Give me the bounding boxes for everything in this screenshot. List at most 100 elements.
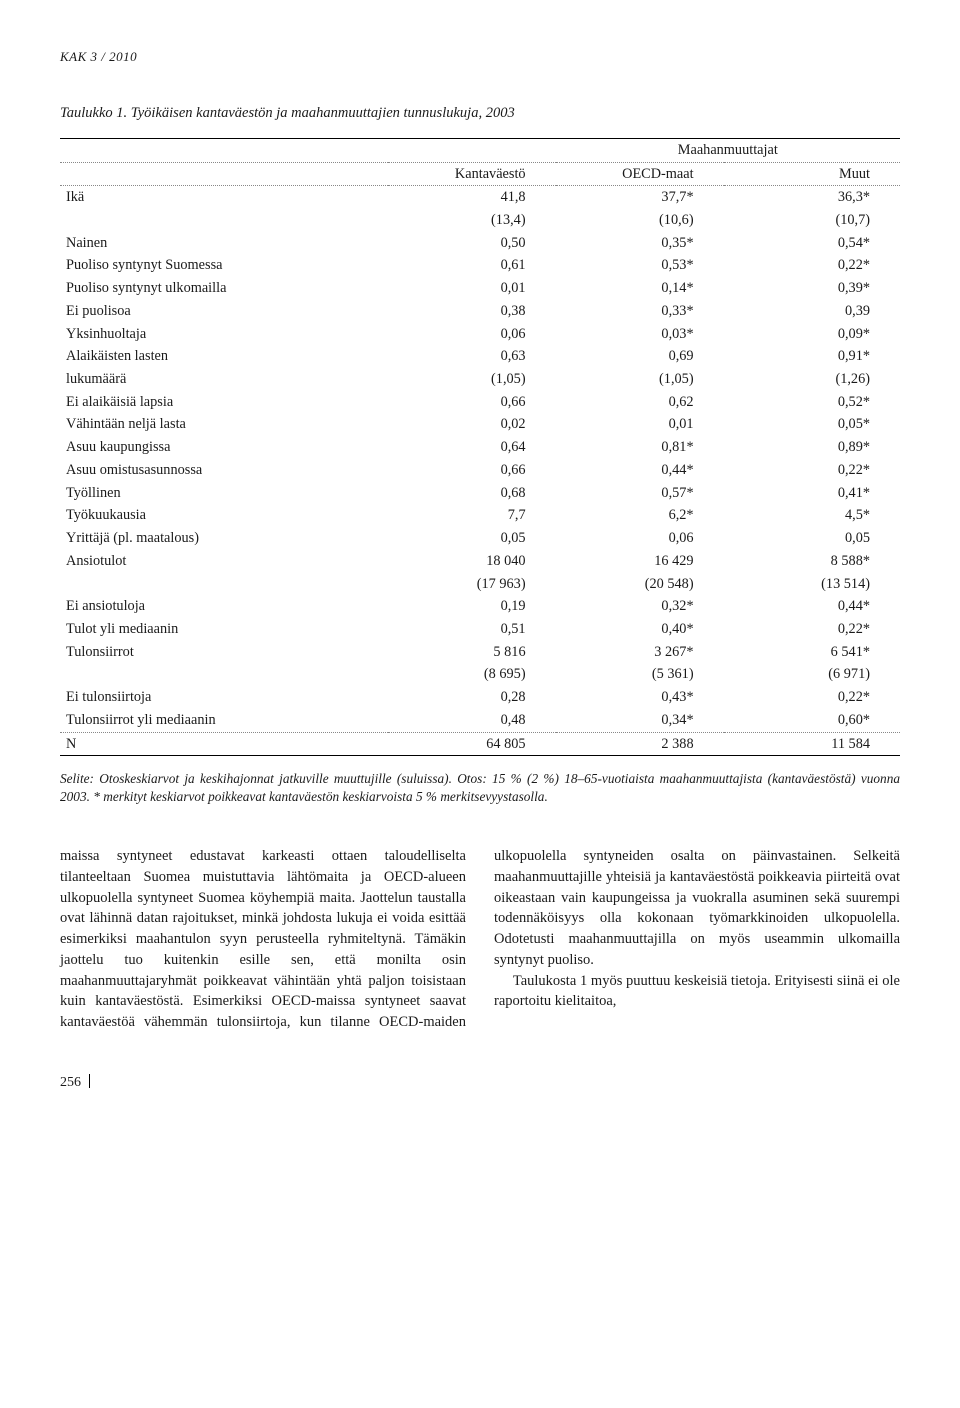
table-cell: Asuu omistusasunnossa [60,459,388,482]
data-table: Maahanmuuttajat Kantaväestö OECD-maat Mu… [60,138,900,756]
table-cell: (8 695) [388,663,556,686]
table-cell: 0,06 [556,527,724,550]
table-cell: Tulonsiirrot yli mediaanin [60,709,388,732]
table-cell: 0,62 [556,391,724,414]
table-cell: 0,48 [388,709,556,732]
table-cell: Ikä [60,186,388,209]
table-cell: 0,43* [556,686,724,709]
table-cell: Tulot yli mediaanin [60,618,388,641]
table-cell: 0,38 [388,300,556,323]
table-cell: Puoliso syntynyt ulkomailla [60,277,388,300]
table-cell: Työkuukausia [60,504,388,527]
table-cell: 0,33* [556,300,724,323]
table-cell: 7,7 [388,504,556,527]
table-cell: 18 040 [388,550,556,573]
table-cell: Työllinen [60,482,388,505]
table-cell: 2 388 [556,732,724,756]
table-cell: 0,64 [388,436,556,459]
table-cell: 0,44* [556,459,724,482]
table-cell: Tulonsiirrot [60,641,388,664]
table-col-header: OECD-maat [556,162,724,186]
table-cell: 0,39 [724,300,900,323]
table-cell: 6 541* [724,641,900,664]
table-col-header [60,162,388,186]
table-cell: 6,2* [556,504,724,527]
table-cell: Ansiotulot [60,550,388,573]
table-cell: 0,68 [388,482,556,505]
table-cell: 11 584 [724,732,900,756]
table-cell: 0,22* [724,459,900,482]
table-cell: 0,22* [724,618,900,641]
table-cell: (1,05) [388,368,556,391]
table-title: Taulukko 1. Työikäisen kantaväestön ja m… [60,103,900,124]
table-cell: Ei ansiotuloja [60,595,388,618]
table-cell: 0,34* [556,709,724,732]
table-cell [60,573,388,596]
table-cell: (1,05) [556,368,724,391]
table-cell: 0,39* [724,277,900,300]
table-cell: N [60,732,388,756]
table-cell: 0,81* [556,436,724,459]
table-cell [60,209,388,232]
table-cell: 0,05* [724,413,900,436]
table-cell: 0,05 [724,527,900,550]
table-cell: 41,8 [388,186,556,209]
table-cell: 0,53* [556,254,724,277]
table-header-empty [388,138,556,162]
table-cell: Ei alaikäisiä lapsia [60,391,388,414]
table-cell: 64 805 [388,732,556,756]
table-cell: (20 548) [556,573,724,596]
table-cell: 0,66 [388,391,556,414]
table-cell: 0,05 [388,527,556,550]
table-cell: 4,5* [724,504,900,527]
table-cell: 0,61 [388,254,556,277]
table-cell: 36,3* [724,186,900,209]
table-cell: 0,19 [388,595,556,618]
table-super-header: Maahanmuuttajat [556,138,900,162]
table-cell: 0,22* [724,254,900,277]
table-cell: 0,50 [388,232,556,255]
table-cell: (13 514) [724,573,900,596]
table-note: Selite: Otoskeskiarvot ja keskihajonnat … [60,770,900,806]
table-cell: (17 963) [388,573,556,596]
table-cell: 3 267* [556,641,724,664]
table-cell: (10,6) [556,209,724,232]
table-cell: 0,54* [724,232,900,255]
table-col-header: Kantaväestö [388,162,556,186]
table-cell: 0,69 [556,345,724,368]
table-cell: 0,44* [724,595,900,618]
table-cell: 0,09* [724,323,900,346]
table-cell: 0,66 [388,459,556,482]
table-cell: (13,4) [388,209,556,232]
running-header: KAK 3 / 2010 [60,48,900,67]
table-header-empty [60,138,388,162]
table-cell: Yksinhuoltaja [60,323,388,346]
table-cell: 0,40* [556,618,724,641]
table-cell: 0,35* [556,232,724,255]
table-cell: (1,26) [724,368,900,391]
table-cell: 0,57* [556,482,724,505]
table-cell: 0,63 [388,345,556,368]
table-cell: 0,52* [724,391,900,414]
table-cell: 0,32* [556,595,724,618]
table-cell: 0,03* [556,323,724,346]
table-cell: 16 429 [556,550,724,573]
page-number: 256 [60,1073,900,1093]
table-cell: Alaikäisten lasten [60,345,388,368]
table-cell: Nainen [60,232,388,255]
body-paragraph: Taulukosta 1 myös puuttuu keskeisiä tiet… [494,971,900,1012]
table-cell: 0,28 [388,686,556,709]
table-cell: 0,01 [388,277,556,300]
table-cell: Asuu kaupungissa [60,436,388,459]
table-cell: 0,22* [724,686,900,709]
table-col-header: Muut [724,162,900,186]
table-cell: 0,02 [388,413,556,436]
table-cell: 0,06 [388,323,556,346]
table-cell: Ei puolisoa [60,300,388,323]
table-cell: 0,51 [388,618,556,641]
table-cell: 5 816 [388,641,556,664]
body-columns: maissa syntyneet edustavat karkeasti ott… [60,846,900,1033]
table-cell: 8 588* [724,550,900,573]
table-cell: 37,7* [556,186,724,209]
table-cell: Puoliso syntynyt Suomessa [60,254,388,277]
